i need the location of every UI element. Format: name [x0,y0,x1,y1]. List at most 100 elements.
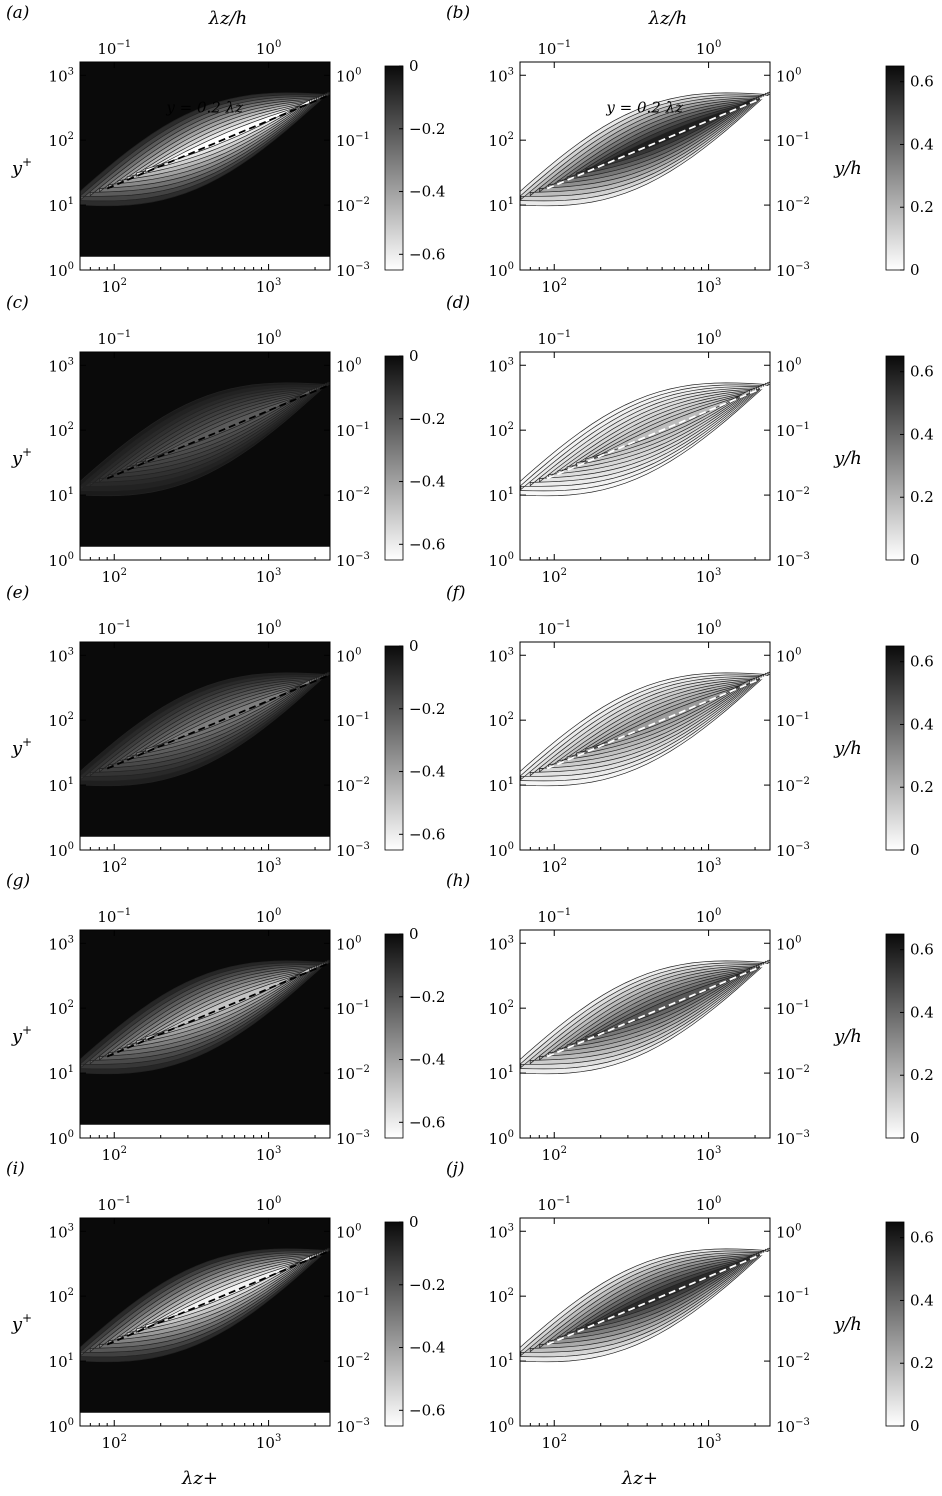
top-tick-label: 100 [256,1195,281,1214]
right-tick-label: 10−3 [776,841,810,860]
plot-frame [519,351,771,561]
contour-band [145,99,310,173]
reference-line [106,1249,331,1346]
colorbar-tick-label: −0.6 [409,245,445,263]
right-tick-label: 10−1 [776,131,810,150]
y-tick-label: 101 [489,776,514,795]
y-tick-label: 101 [489,196,514,215]
right-tick-label: 10−1 [336,1287,370,1306]
colorbar-tick-label: 0 [409,57,419,75]
right-tick-label: 10−2 [776,776,810,795]
x-tick-label: 103 [256,277,281,296]
right-tick-label: 10−3 [336,1129,370,1148]
top-tick-label: 10−1 [537,907,571,926]
right-tick-label: 100 [776,646,801,665]
colorbar-tick-label: 0.6 [910,73,934,91]
right-axis-label: y/h [833,738,862,759]
reference-line [546,673,771,770]
right-tick-label: 10−3 [336,261,370,280]
y-axis-label: y+ [11,445,32,469]
top-tick-label: 10−1 [537,1195,571,1214]
reference-line [546,93,771,190]
near-wall-strip [80,836,330,850]
top-tick-label: 100 [696,329,721,348]
near-wall-strip [80,1412,330,1426]
y-tick-label: 103 [489,934,514,953]
contour-band [585,99,750,173]
panel-label: (d) [446,293,470,313]
right-tick-label: 10−3 [776,261,810,280]
top-tick-label: 10−1 [537,39,571,58]
y-tick-label: 101 [49,1064,74,1083]
y-tick-label: 103 [49,1222,74,1241]
panel-f: 102 103 10−1 100 100 101 102 103 10−3 10−2 10−1 100… [446,583,934,876]
top-tick-label: 100 [256,39,281,58]
colorbar-tick-label: 0.2 [910,778,934,796]
y-tick-label: 100 [489,841,514,860]
colorbar-tick-label: −0.4 [409,763,445,781]
colorbar [885,645,905,851]
panel-h: 102 103 10−1 100 100 101 102 103 10−3 10−2 10−1 100… [446,871,934,1164]
y-tick-label: 102 [489,711,514,730]
right-tick-label: 10−1 [336,711,370,730]
x-tick-label: 103 [256,567,281,586]
right-tick-label: 10−3 [776,1417,810,1436]
plot-frame [519,1217,771,1427]
colorbar-tick-label: 0.6 [910,941,934,959]
colorbar-tick-label: −0.2 [409,700,445,718]
right-tick-label: 100 [776,66,801,85]
x-tick-label: 103 [256,1433,281,1452]
top-tick-label: 100 [256,907,281,926]
colorbar-tick-label: −0.6 [409,825,445,843]
top-tick-label: 100 [696,619,721,638]
panel-j: 102 103 10−1 100 100 101 102 103 10−3 10−2 10−1 100… [446,1159,934,1452]
y-tick-label: 103 [489,1222,514,1241]
right-tick-label: 10−2 [776,1352,810,1371]
colorbar-tick-label: 0.4 [910,1291,934,1309]
plot-frame [79,641,331,851]
y-tick-label: 101 [489,1064,514,1083]
x-tick-label: 102 [102,277,127,296]
right-tick-label: 10−1 [776,1287,810,1306]
panel-label: (c) [6,293,29,313]
reference-line [106,961,331,1058]
panel-label: (e) [6,583,29,603]
panel-label: (a) [6,3,29,23]
y-axis-label: y+ [11,155,32,179]
colorbar-tick-label: 0.4 [910,715,934,733]
right-tick-label: 100 [336,934,361,953]
right-tick-label: 10−1 [776,999,810,1018]
x-tick-label: 102 [542,567,567,586]
panel-label: (h) [446,871,470,891]
contour-band [585,1255,750,1329]
colorbar [885,933,905,1139]
right-tick-label: 10−1 [336,999,370,1018]
colorbar-tick-label: 0.4 [910,1003,934,1021]
reference-line-label: y = 0.2 λz [165,99,243,117]
y-tick-label: 100 [49,841,74,860]
x-tick-label: 102 [542,277,567,296]
y-tick-label: 102 [49,421,74,440]
x-tick-label: 103 [696,277,721,296]
x-tick-label: 103 [696,857,721,876]
colorbar-tick-label: −0.4 [409,473,445,491]
y-tick-label: 101 [49,776,74,795]
colorbar-tick-label: 0 [409,1213,419,1231]
x-tick-label: 103 [256,857,281,876]
near-wall-strip [80,256,330,270]
right-tick-label: 10−3 [336,841,370,860]
near-wall-strip [80,1124,330,1138]
right-tick-label: 100 [336,1222,361,1241]
y-tick-label: 103 [489,646,514,665]
y-tick-label: 103 [489,356,514,375]
right-tick-label: 10−3 [336,1417,370,1436]
plot-frame [519,929,771,1139]
x-tick-label: 103 [696,1433,721,1452]
plot-frame [79,929,331,1139]
colorbar-tick-label: 0 [910,841,920,859]
y-tick-label: 102 [49,711,74,730]
y-tick-label: 101 [489,1352,514,1371]
colorbar-tick-label: 0.6 [910,1229,934,1247]
right-tick-label: 10−1 [776,421,810,440]
